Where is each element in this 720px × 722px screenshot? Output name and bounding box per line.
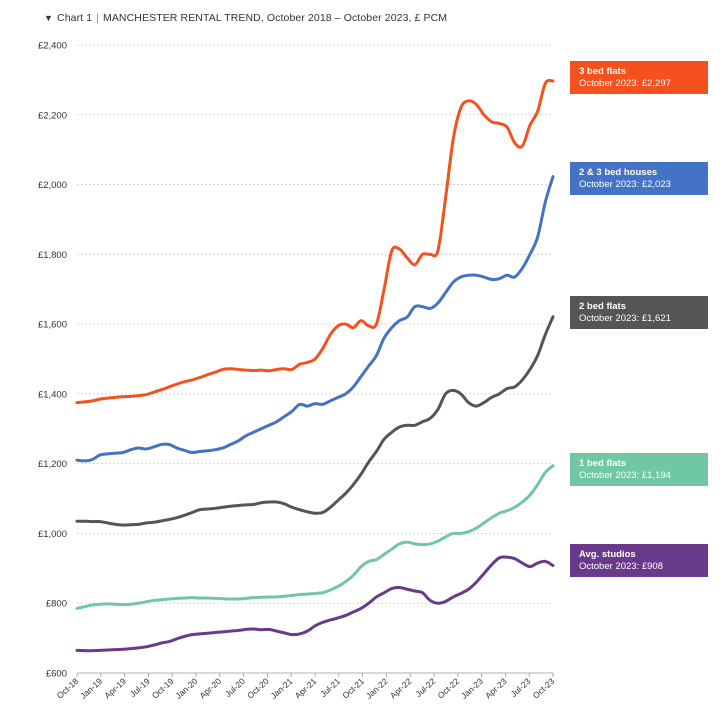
- x-tick-label: Jan-21: [269, 676, 295, 701]
- series-line-3-bed-flats: [75, 78, 555, 405]
- callout-latest-value: October 2023: £1,621: [579, 312, 671, 324]
- x-tick-label: Jul-21: [318, 676, 342, 699]
- x-tick-label: Jul-23: [509, 676, 533, 699]
- callout-1-bed-flats: 1 bed flats October 2023: £1,194: [570, 453, 708, 486]
- callout-latest-value: October 2023: £2,297: [579, 77, 671, 89]
- callout-2-3-bed-houses: 2 & 3 bed houses October 2023: £2,023: [570, 162, 708, 195]
- x-tick-label: Apr-23: [483, 676, 509, 701]
- callout-3-bed-flats: 3 bed flats October 2023: £2,297: [570, 61, 708, 94]
- x-tick-label: Jan-22: [364, 676, 390, 701]
- callout-latest-value: October 2023: £2,023: [579, 178, 671, 190]
- callout-avg-studios: Avg. studios October 2023: £908: [570, 544, 708, 577]
- series-line-avg-studios: [75, 555, 555, 653]
- callout-2-bed-flats: 2 bed flats October 2023: £1,621: [570, 296, 708, 329]
- callout-series-name: 3 bed flats: [579, 66, 626, 77]
- title-separator: |: [96, 12, 99, 24]
- y-tick-label: £2,400: [38, 41, 67, 52]
- x-tick-label: Apr-22: [388, 676, 414, 701]
- x-tick-label: Jan-23: [459, 676, 485, 701]
- collapse-triangle-icon[interactable]: ▼: [44, 13, 54, 23]
- y-tick-label: £1,600: [38, 320, 67, 331]
- y-tick-label: £1,200: [38, 459, 67, 470]
- x-tick-label: Jan-19: [78, 676, 104, 701]
- y-tick-label: £2,000: [38, 180, 67, 191]
- x-tick-label: Oct-22: [435, 676, 461, 701]
- series-line-1-bed-flats: [75, 464, 555, 610]
- x-tick-label: Oct-23: [531, 676, 557, 701]
- callout-series-name: 2 & 3 bed houses: [579, 167, 658, 178]
- callout-series-name: 2 bed flats: [579, 301, 626, 312]
- x-tick-label: Jul-20: [223, 676, 247, 699]
- x-tick-label: Apr-21: [293, 676, 319, 701]
- x-tick-label: Oct-19: [150, 676, 176, 701]
- y-tick-label: £800: [46, 599, 67, 610]
- x-tick-label: Oct-18: [55, 676, 81, 701]
- chart-title-text: MANCHESTER RENTAL TREND, October 2018 – …: [102, 12, 448, 24]
- y-tick-label: £600: [46, 669, 67, 680]
- y-tick-label: £1,400: [38, 389, 67, 400]
- series-line-2-bed-flats: [75, 315, 555, 527]
- x-tick-label: Jul-19: [128, 676, 152, 699]
- series-line-2-3-bed-houses: [75, 175, 555, 463]
- callout-series-name: 1 bed flats: [579, 458, 626, 469]
- x-tick-label: Apr-19: [102, 676, 128, 701]
- y-tick-label: £1,000: [38, 529, 67, 540]
- x-tick-label: Oct-21: [340, 676, 366, 701]
- callout-latest-value: October 2023: £1,194: [579, 469, 671, 481]
- callout-latest-value: October 2023: £908: [579, 560, 663, 572]
- x-tick-label: Oct-20: [245, 676, 271, 701]
- x-tick-label: Apr-20: [197, 676, 223, 701]
- y-tick-label: £2,200: [38, 110, 67, 121]
- chart-number-label: Chart 1: [57, 12, 93, 24]
- chart-title: ▼ Chart 1 | MANCHESTER RENTAL TREND, Octobe…: [44, 12, 447, 24]
- x-tick-label: Jan-20: [173, 676, 199, 701]
- callout-series-name: Avg. studios: [579, 549, 636, 560]
- y-tick-label: £1,800: [38, 250, 67, 261]
- x-tick-label: Jul-22: [413, 676, 437, 699]
